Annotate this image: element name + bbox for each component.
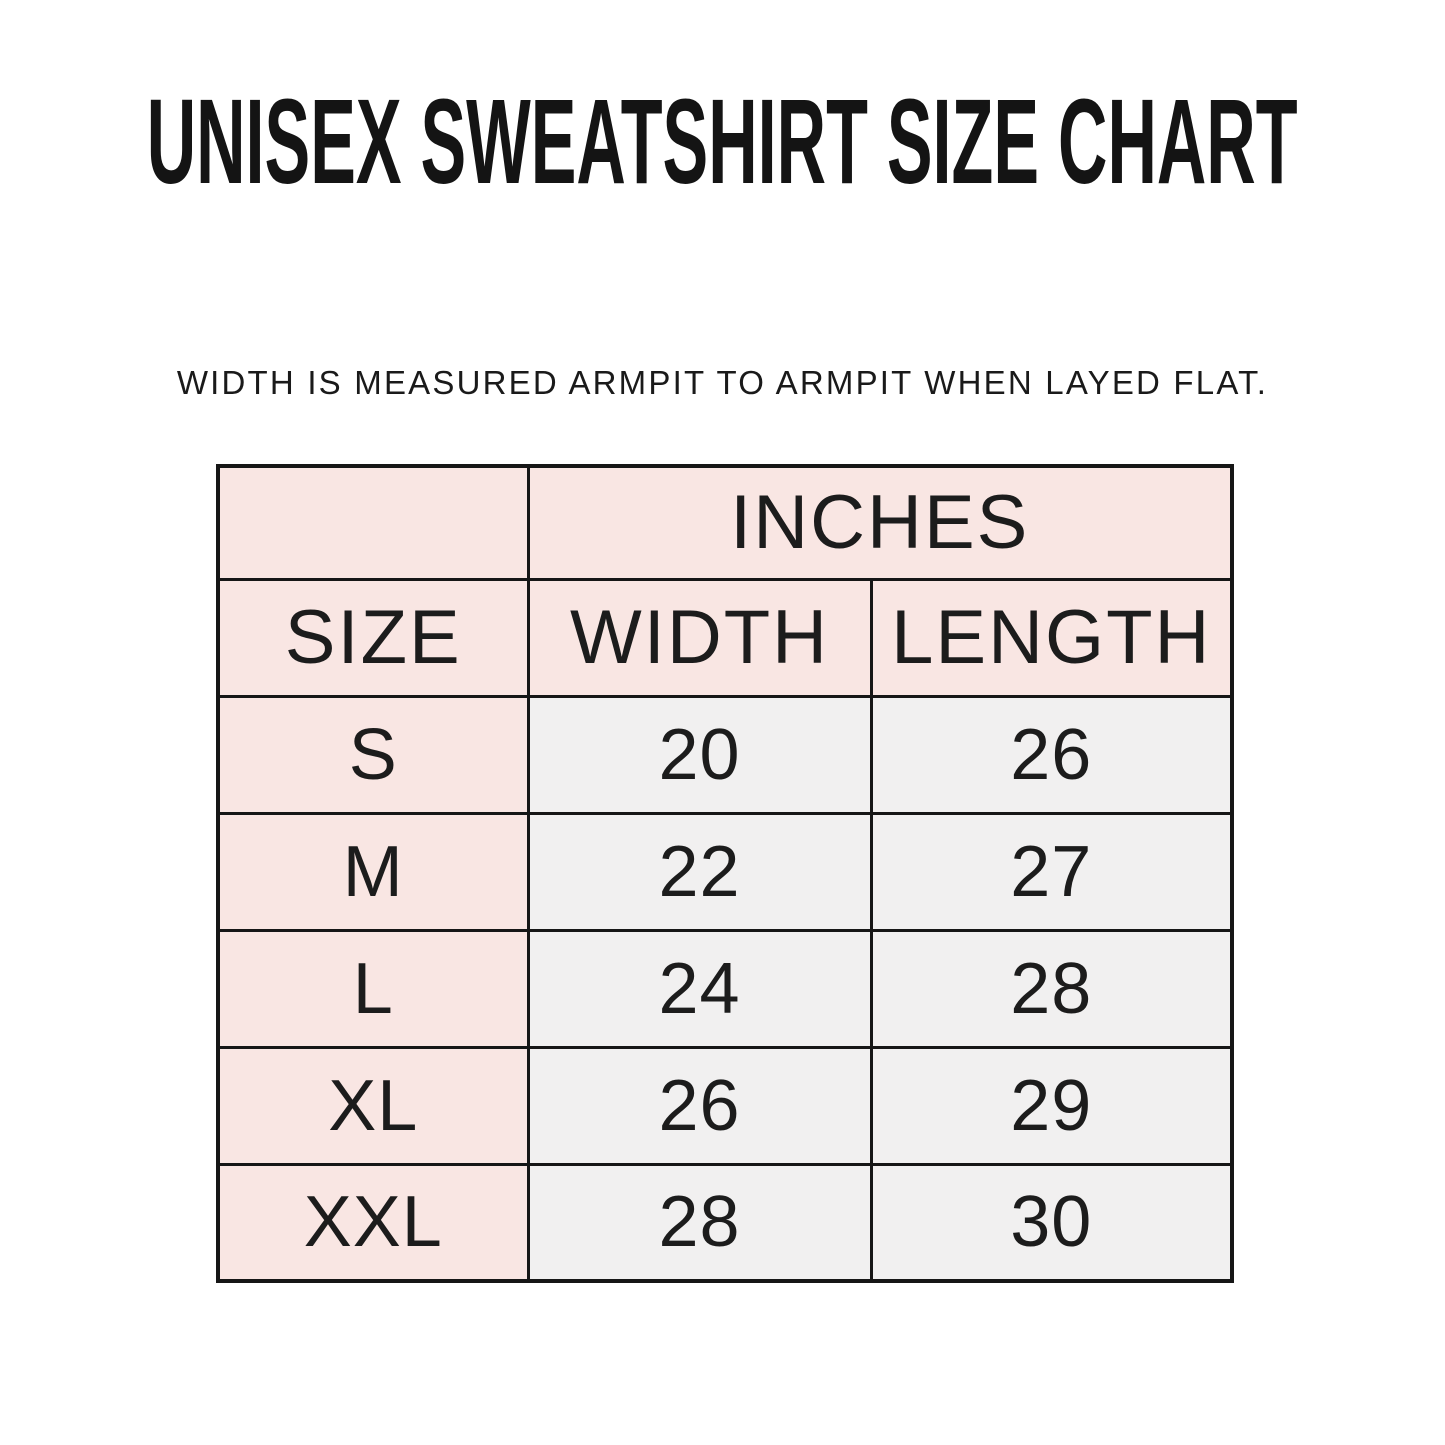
width-cell: 24 xyxy=(526,928,873,1049)
size-cell: XL xyxy=(216,1045,530,1166)
page-subtitle-wrap: WIDTH IS MEASURED ARMPIT TO ARMPIT WHEN … xyxy=(0,364,1445,401)
size-cell: S xyxy=(216,694,530,815)
length-cell: 29 xyxy=(869,1045,1234,1166)
length-cell: 30 xyxy=(869,1162,1234,1283)
table-row: XL 26 29 xyxy=(216,1045,1234,1166)
table-row: M 22 27 xyxy=(216,811,1234,932)
size-column-header: SIZE xyxy=(216,577,530,698)
table-row: XXL 28 30 xyxy=(216,1162,1234,1283)
size-chart-table: INCHES SIZE WIDTH LENGTH S 20 26 M 22 27… xyxy=(216,464,1234,1283)
measurement-note: WIDTH IS MEASURED ARMPIT TO ARMPIT WHEN … xyxy=(176,364,1269,401)
page-title: UNISEX SWEATSHIRT SIZE CHART xyxy=(147,74,1298,210)
length-cell: 27 xyxy=(869,811,1234,932)
width-cell: 20 xyxy=(526,694,873,815)
length-column-header: LENGTH xyxy=(869,577,1234,698)
column-header-row: SIZE WIDTH LENGTH xyxy=(216,577,1234,698)
size-cell: XXL xyxy=(216,1162,530,1283)
length-cell: 28 xyxy=(869,928,1234,1049)
width-cell: 22 xyxy=(526,811,873,932)
width-cell: 28 xyxy=(526,1162,873,1283)
empty-corner-cell xyxy=(216,464,530,581)
unit-header-row: INCHES xyxy=(216,464,1234,581)
size-cell: L xyxy=(216,928,530,1049)
length-cell: 26 xyxy=(869,694,1234,815)
size-cell: M xyxy=(216,811,530,932)
width-column-header: WIDTH xyxy=(526,577,873,698)
table-row: L 24 28 xyxy=(216,928,1234,1049)
page-title-wrap: UNISEX SWEATSHIRT SIZE CHART xyxy=(0,75,1445,210)
width-cell: 26 xyxy=(526,1045,873,1166)
table-row: S 20 26 xyxy=(216,694,1234,815)
unit-header-cell: INCHES xyxy=(526,464,1234,581)
